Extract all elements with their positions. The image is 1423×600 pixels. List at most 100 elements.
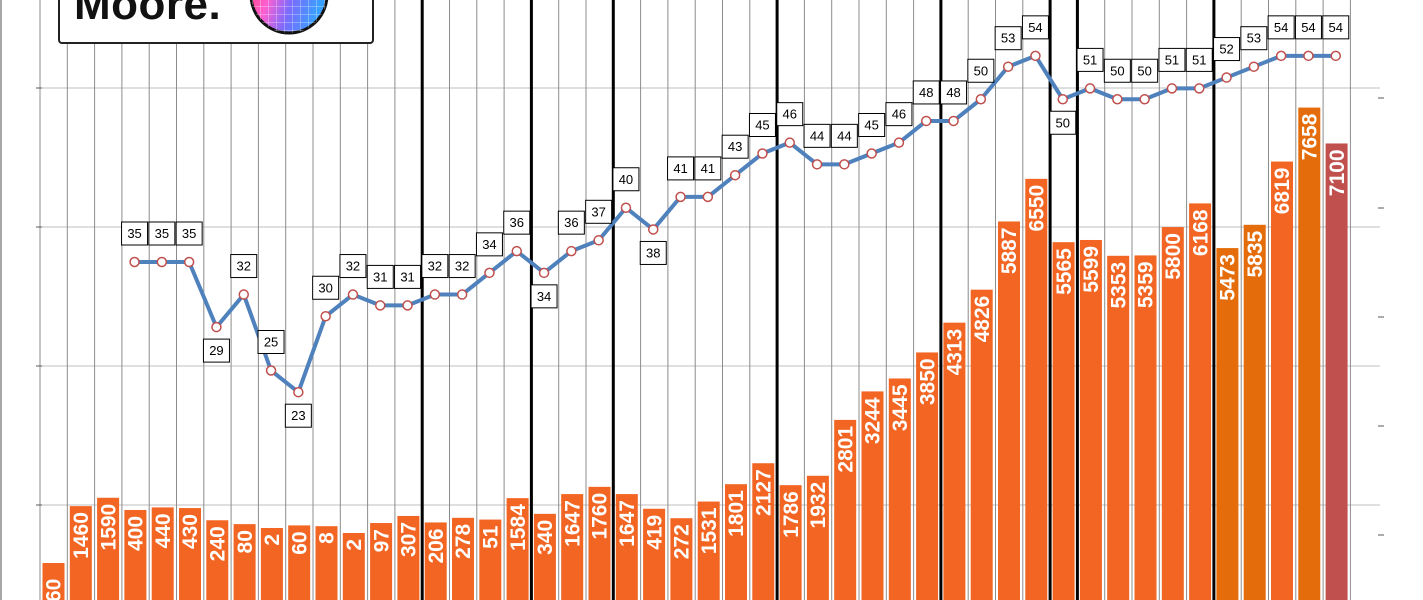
bar: [1052, 242, 1075, 600]
line-label: 50: [1137, 63, 1151, 78]
bar-label: 1647: [561, 500, 584, 547]
line-point: [511, 245, 522, 257]
line-label: 34: [537, 289, 551, 304]
line-label: 48: [946, 85, 960, 100]
line-point: [893, 137, 905, 148]
bar: [861, 391, 884, 600]
bar: [342, 532, 365, 600]
bar-label: 1760: [589, 493, 612, 540]
line-label: 41: [673, 161, 687, 176]
line-label-box: [858, 113, 886, 137]
bar-label: 97: [370, 529, 393, 552]
bar-label: 6550: [1025, 185, 1048, 232]
line-point: [1030, 50, 1041, 62]
bar: [1243, 224, 1266, 600]
line-label: 34: [482, 237, 496, 252]
bar-label: 340: [534, 520, 557, 555]
line-point: [1330, 50, 1341, 62]
bar-label: 2801: [834, 426, 857, 473]
line-label-box: [1240, 26, 1268, 51]
bar-label: 7100: [1326, 149, 1349, 196]
bar-label: 240: [206, 526, 229, 561]
line-label: 54: [1028, 20, 1042, 35]
bar: [670, 518, 693, 600]
bar-label: 440: [152, 513, 175, 548]
line-label: 51: [1192, 52, 1206, 67]
bar: [1134, 255, 1157, 600]
line-point: [183, 256, 195, 268]
line-label: 52: [1219, 42, 1233, 57]
line-point: [1221, 72, 1232, 83]
line-label-box: [1267, 15, 1295, 40]
line-point: [429, 289, 441, 300]
line-point: [811, 159, 823, 170]
bar-label: 80: [234, 530, 257, 553]
bar-label: 2: [343, 539, 366, 551]
line-point: [866, 148, 877, 159]
line-point: [1194, 83, 1205, 94]
line-label: 32: [346, 259, 360, 274]
bar: [124, 509, 147, 600]
line-label: 38: [646, 245, 660, 260]
line-point: [402, 300, 413, 311]
bar-label: 1932: [807, 482, 830, 529]
line-label: 50: [1056, 115, 1070, 130]
bar: [1189, 203, 1212, 600]
line-label-box: [803, 123, 831, 148]
line-point: [293, 386, 304, 398]
bar: [1325, 143, 1348, 600]
bar-label: 3244: [862, 397, 885, 444]
line-label: 29: [209, 343, 223, 358]
line-point: [456, 289, 468, 300]
bar-label: 2127: [752, 469, 775, 516]
line-point: [729, 169, 741, 181]
line-label: 54: [1274, 20, 1288, 35]
bar: [970, 289, 993, 600]
line-label: 46: [892, 107, 906, 122]
bar: [1271, 161, 1293, 600]
line-label-box: [830, 123, 858, 148]
line-label-box: [121, 221, 149, 246]
bar: [233, 524, 256, 600]
line-label-box: [312, 275, 340, 300]
line-label: 31: [400, 269, 414, 284]
bar-label: 51: [479, 525, 502, 549]
line-point: [1166, 83, 1178, 94]
bar: [1216, 248, 1239, 600]
bar-label: 4826: [971, 296, 994, 343]
bar: [452, 517, 474, 600]
line-label-box: [667, 156, 695, 181]
bar-label: 5359: [1135, 261, 1158, 308]
line-label-box: [557, 210, 585, 235]
line-point: [675, 191, 686, 203]
bar: [315, 526, 338, 600]
line-label: 45: [755, 118, 769, 133]
line-point: [921, 115, 932, 127]
line-label-box: [421, 254, 449, 279]
line-label-box: [912, 80, 940, 105]
bar-label: 1801: [725, 490, 748, 537]
line-point: [1084, 83, 1096, 94]
line-label-box: [202, 338, 230, 363]
bar: [998, 221, 1020, 600]
line-label: 41: [701, 161, 715, 176]
line-label-box: [885, 102, 913, 127]
line-label-box: [1158, 47, 1186, 72]
line-label-box: [257, 330, 285, 354]
bar: [1298, 107, 1321, 600]
bar-label: 430: [179, 514, 202, 549]
line-series: [129, 50, 1341, 398]
line-label: 53: [1247, 31, 1261, 46]
bar-label: 5887: [998, 227, 1021, 274]
bar-label: 206: [425, 528, 448, 563]
bar-label: 3850: [916, 358, 939, 405]
bar-label: 1584: [507, 504, 530, 551]
line-label-box: [530, 284, 558, 309]
bar: [506, 498, 529, 600]
line-point: [320, 311, 331, 322]
line-point: [1248, 61, 1260, 72]
line-point: [1057, 94, 1068, 105]
line-label-box: [585, 199, 613, 224]
line-label: 51: [1165, 52, 1179, 67]
bar-label: 272: [671, 524, 694, 559]
